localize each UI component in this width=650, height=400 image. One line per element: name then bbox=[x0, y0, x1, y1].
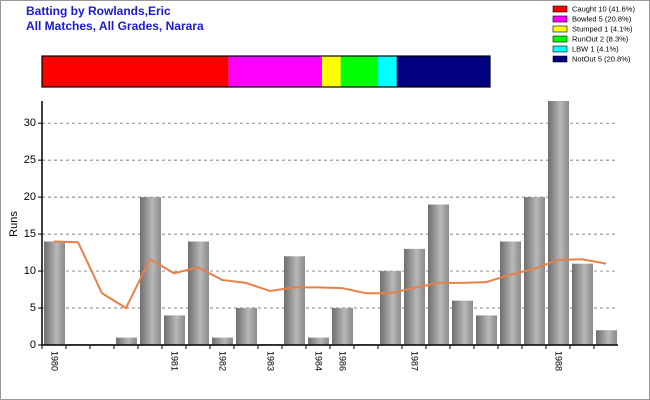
legend-label: Bowled 5 (20.8%) bbox=[572, 14, 632, 23]
legend-label: Stumped 1 (4.1%) bbox=[572, 24, 633, 33]
bar bbox=[404, 248, 425, 345]
bar bbox=[44, 241, 65, 345]
y-tick-label: 10 bbox=[24, 265, 36, 277]
bar bbox=[572, 263, 593, 345]
bar bbox=[308, 337, 329, 345]
legend-label: RunOut 2 (8.3%) bbox=[572, 34, 629, 43]
bar bbox=[188, 241, 209, 345]
y-axis-label: Runs bbox=[8, 211, 20, 237]
bar bbox=[524, 197, 545, 345]
legend-swatch bbox=[552, 45, 568, 53]
bar bbox=[164, 315, 185, 345]
y-tick-label: 20 bbox=[24, 191, 36, 203]
bar bbox=[452, 300, 473, 345]
dismissal-segment bbox=[396, 56, 490, 87]
legend-label: Caught 10 (41.6%) bbox=[572, 4, 635, 13]
dismissal-segment bbox=[340, 56, 378, 87]
x-tick-label: 1984 bbox=[314, 351, 324, 371]
dismissal-segment bbox=[322, 56, 341, 87]
bar bbox=[284, 256, 305, 345]
x-tick-label: 1982 bbox=[218, 351, 228, 371]
y-tick-label: 25 bbox=[24, 154, 36, 166]
legend-swatch bbox=[552, 55, 568, 63]
bar bbox=[116, 337, 137, 345]
bar bbox=[212, 337, 233, 345]
bar bbox=[236, 308, 257, 345]
bar bbox=[332, 308, 353, 345]
legend-swatch bbox=[552, 15, 568, 23]
legend-swatch bbox=[552, 35, 568, 43]
chart-title: Batting by Rowlands,Eric bbox=[26, 4, 171, 18]
legend-swatch bbox=[552, 5, 568, 13]
dismissal-segment bbox=[42, 56, 229, 87]
bar bbox=[596, 330, 617, 345]
legend-label: LBW 1 (4.1%) bbox=[572, 44, 619, 53]
x-tick-label: 1981 bbox=[170, 351, 180, 371]
dismissal-outline bbox=[41, 55, 491, 88]
chart-subtitle: All Matches, All Grades, Narara bbox=[26, 19, 204, 33]
dismissal-segment bbox=[228, 56, 322, 87]
bar bbox=[500, 241, 521, 345]
bar bbox=[548, 101, 569, 345]
x-tick-label: 1987 bbox=[410, 351, 420, 371]
dismissal-segment bbox=[378, 56, 397, 87]
x-tick-label: 1988 bbox=[554, 351, 564, 371]
bar bbox=[476, 315, 497, 345]
x-tick-label: 1986 bbox=[338, 351, 348, 371]
legend-label: NotOut 5 (20.8%) bbox=[572, 54, 631, 63]
y-tick-label: 30 bbox=[24, 117, 36, 129]
bar bbox=[140, 197, 161, 345]
legend-swatch bbox=[552, 25, 568, 33]
y-tick-label: 0 bbox=[30, 339, 36, 351]
bar bbox=[428, 204, 449, 345]
y-tick-label: 5 bbox=[30, 302, 36, 314]
y-tick-label: 15 bbox=[24, 228, 36, 240]
x-tick-label: 1980 bbox=[50, 351, 60, 371]
average-line bbox=[53, 240, 607, 310]
x-tick-label: 1983 bbox=[266, 351, 276, 371]
bar bbox=[380, 271, 401, 345]
